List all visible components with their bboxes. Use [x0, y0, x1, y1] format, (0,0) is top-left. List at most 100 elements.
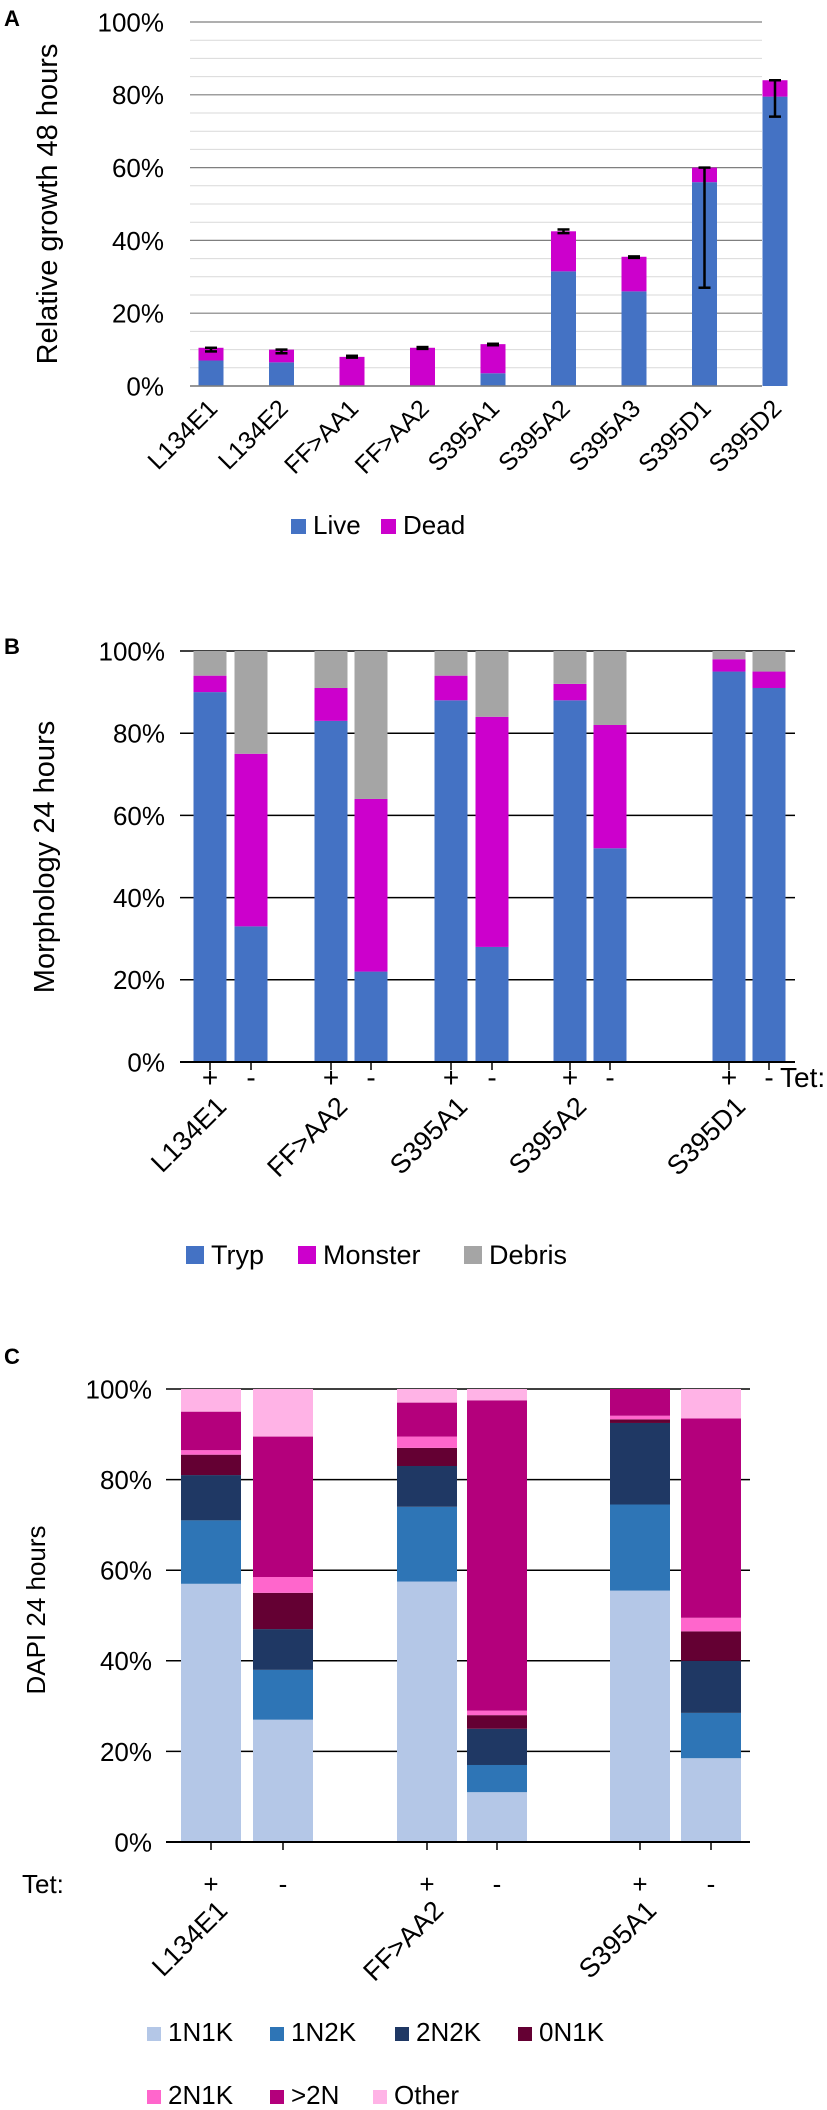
bar-2n2k [467, 1728, 527, 1765]
legend-label-1n2k: 1N2K [291, 2017, 357, 2047]
panel-a: A 0% 20% 40% 60% 80% 100% Relative growth 48 ho… [4, 6, 788, 540]
y-tick-label: 60% [100, 1556, 152, 1586]
condition-label: + [443, 1062, 459, 1093]
bar-2n1k [397, 1436, 457, 1448]
bar-debris [434, 651, 468, 676]
panel-letter: A [4, 6, 20, 31]
x-group-label: S395A1 [573, 1895, 662, 1984]
y-tick-label: 0% [127, 1047, 165, 1077]
bar-dead [621, 256, 647, 292]
bar-0n1k [610, 1419, 670, 1423]
bar-debris [354, 651, 388, 799]
bar-1n1k [467, 1792, 527, 1842]
bar-2n1k [610, 1415, 670, 1420]
legend-label-2n1k: 2N1K [168, 2080, 234, 2110]
bar-1n2k [181, 1520, 241, 1584]
legend-swatch-1n1k [147, 2027, 161, 2041]
condition-label: + [419, 1869, 434, 1899]
legend-label-other: Other [394, 2080, 459, 2110]
bar-2n [681, 1418, 741, 1618]
y-tick-label: 20% [113, 965, 165, 995]
condition-label: + [202, 1062, 218, 1093]
bar-debris [475, 651, 509, 717]
y-tick-label: 60% [113, 801, 165, 831]
legend-swatch-live [291, 519, 306, 534]
condition-label: + [323, 1062, 339, 1093]
bar-tryp [752, 687, 786, 1062]
y-tick-label: 100% [99, 636, 166, 666]
bar-monster [593, 724, 627, 849]
bar-debris [593, 651, 627, 725]
bar-monster [193, 675, 227, 693]
legend-label-tryp: Tryp [211, 1240, 264, 1270]
legend-swatch-0n1k [518, 2027, 532, 2041]
legend-swatch-1n2k [270, 2027, 284, 2041]
bar-1n1k [610, 1590, 670, 1842]
x-category-label: S395D1 [633, 394, 717, 478]
bar-monster [434, 675, 468, 701]
bar-0n1k [253, 1592, 313, 1630]
bar-debris [712, 651, 746, 660]
bar-dead [198, 347, 224, 361]
y-tick-label: 80% [113, 719, 165, 749]
legend-label-1n1k: 1N1K [168, 2017, 234, 2047]
bar-monster [314, 687, 348, 721]
bar-tryp [193, 692, 227, 1062]
bar-2n2k [253, 1629, 313, 1670]
bar-tryp [475, 946, 509, 1062]
condition-label: - [764, 1062, 773, 1093]
bar-tryp [553, 700, 587, 1062]
bar-0n1k [681, 1631, 741, 1661]
bar-2n1k [253, 1576, 313, 1593]
x-group-label: L134E1 [146, 1895, 233, 1982]
bar-live [269, 362, 294, 386]
x-category-label: FF>AA2 [350, 394, 435, 479]
condition-label: + [632, 1869, 647, 1899]
bar-2n1k [181, 1450, 241, 1455]
bar-other [467, 1389, 527, 1401]
bar-2n2k [397, 1466, 457, 1507]
condition-label: - [707, 1869, 716, 1899]
y-tick-label: 40% [112, 226, 164, 256]
y-tick-label: 40% [113, 883, 165, 913]
x-category-label: L134E1 [142, 394, 223, 475]
bar-tryp [314, 720, 348, 1062]
x-category-label: S395A2 [493, 394, 576, 477]
condition-label: - [487, 1062, 496, 1093]
bar-live [621, 291, 647, 386]
bar-live [762, 96, 788, 387]
y-axis-label: DAPI 24 hours [21, 1525, 51, 1694]
bar-debris [193, 651, 227, 676]
legend-label-0n1k: 0N1K [539, 2017, 605, 2047]
bar-other [397, 1389, 457, 1403]
bar-2n [181, 1411, 241, 1451]
bar-dead [269, 349, 294, 363]
y-axis-label: Relative growth 48 hours [32, 44, 64, 365]
bar-dead [480, 344, 506, 374]
bar-1n2k [397, 1506, 457, 1582]
bar-2n1k [467, 1710, 527, 1716]
x-category-label: FF>AA1 [279, 394, 364, 479]
x-group-label: S395A2 [503, 1091, 592, 1180]
bar-debris [553, 651, 587, 684]
bar-debris [752, 651, 786, 672]
bar-2n [610, 1389, 670, 1416]
y-axis-label: Morphology 24 hours [29, 721, 61, 993]
bar-0n1k [181, 1454, 241, 1476]
panel-c: C 0% 20% 40% 60% 80% 100% DAPI 24 hours + - + - + - Te… [4, 1344, 750, 2110]
legend-label-2n: >2N [291, 2080, 339, 2110]
bar-1n2k [253, 1669, 313, 1720]
legend-swatch-2n1k [147, 2090, 161, 2104]
bar-debris [314, 651, 348, 688]
legend-swatch-monster [298, 1246, 316, 1264]
bar-tryp [234, 926, 268, 1062]
x-category-label: S395A1 [423, 394, 506, 477]
bar-2n1k [681, 1617, 741, 1632]
bar-1n1k [681, 1758, 741, 1842]
bar-2n [397, 1402, 457, 1437]
x-category-label: S395D2 [704, 394, 788, 478]
bar-live [480, 373, 506, 386]
bar-monster [752, 671, 786, 688]
x-category-label: S395A3 [564, 394, 647, 477]
y-tick-label: 80% [112, 80, 164, 110]
